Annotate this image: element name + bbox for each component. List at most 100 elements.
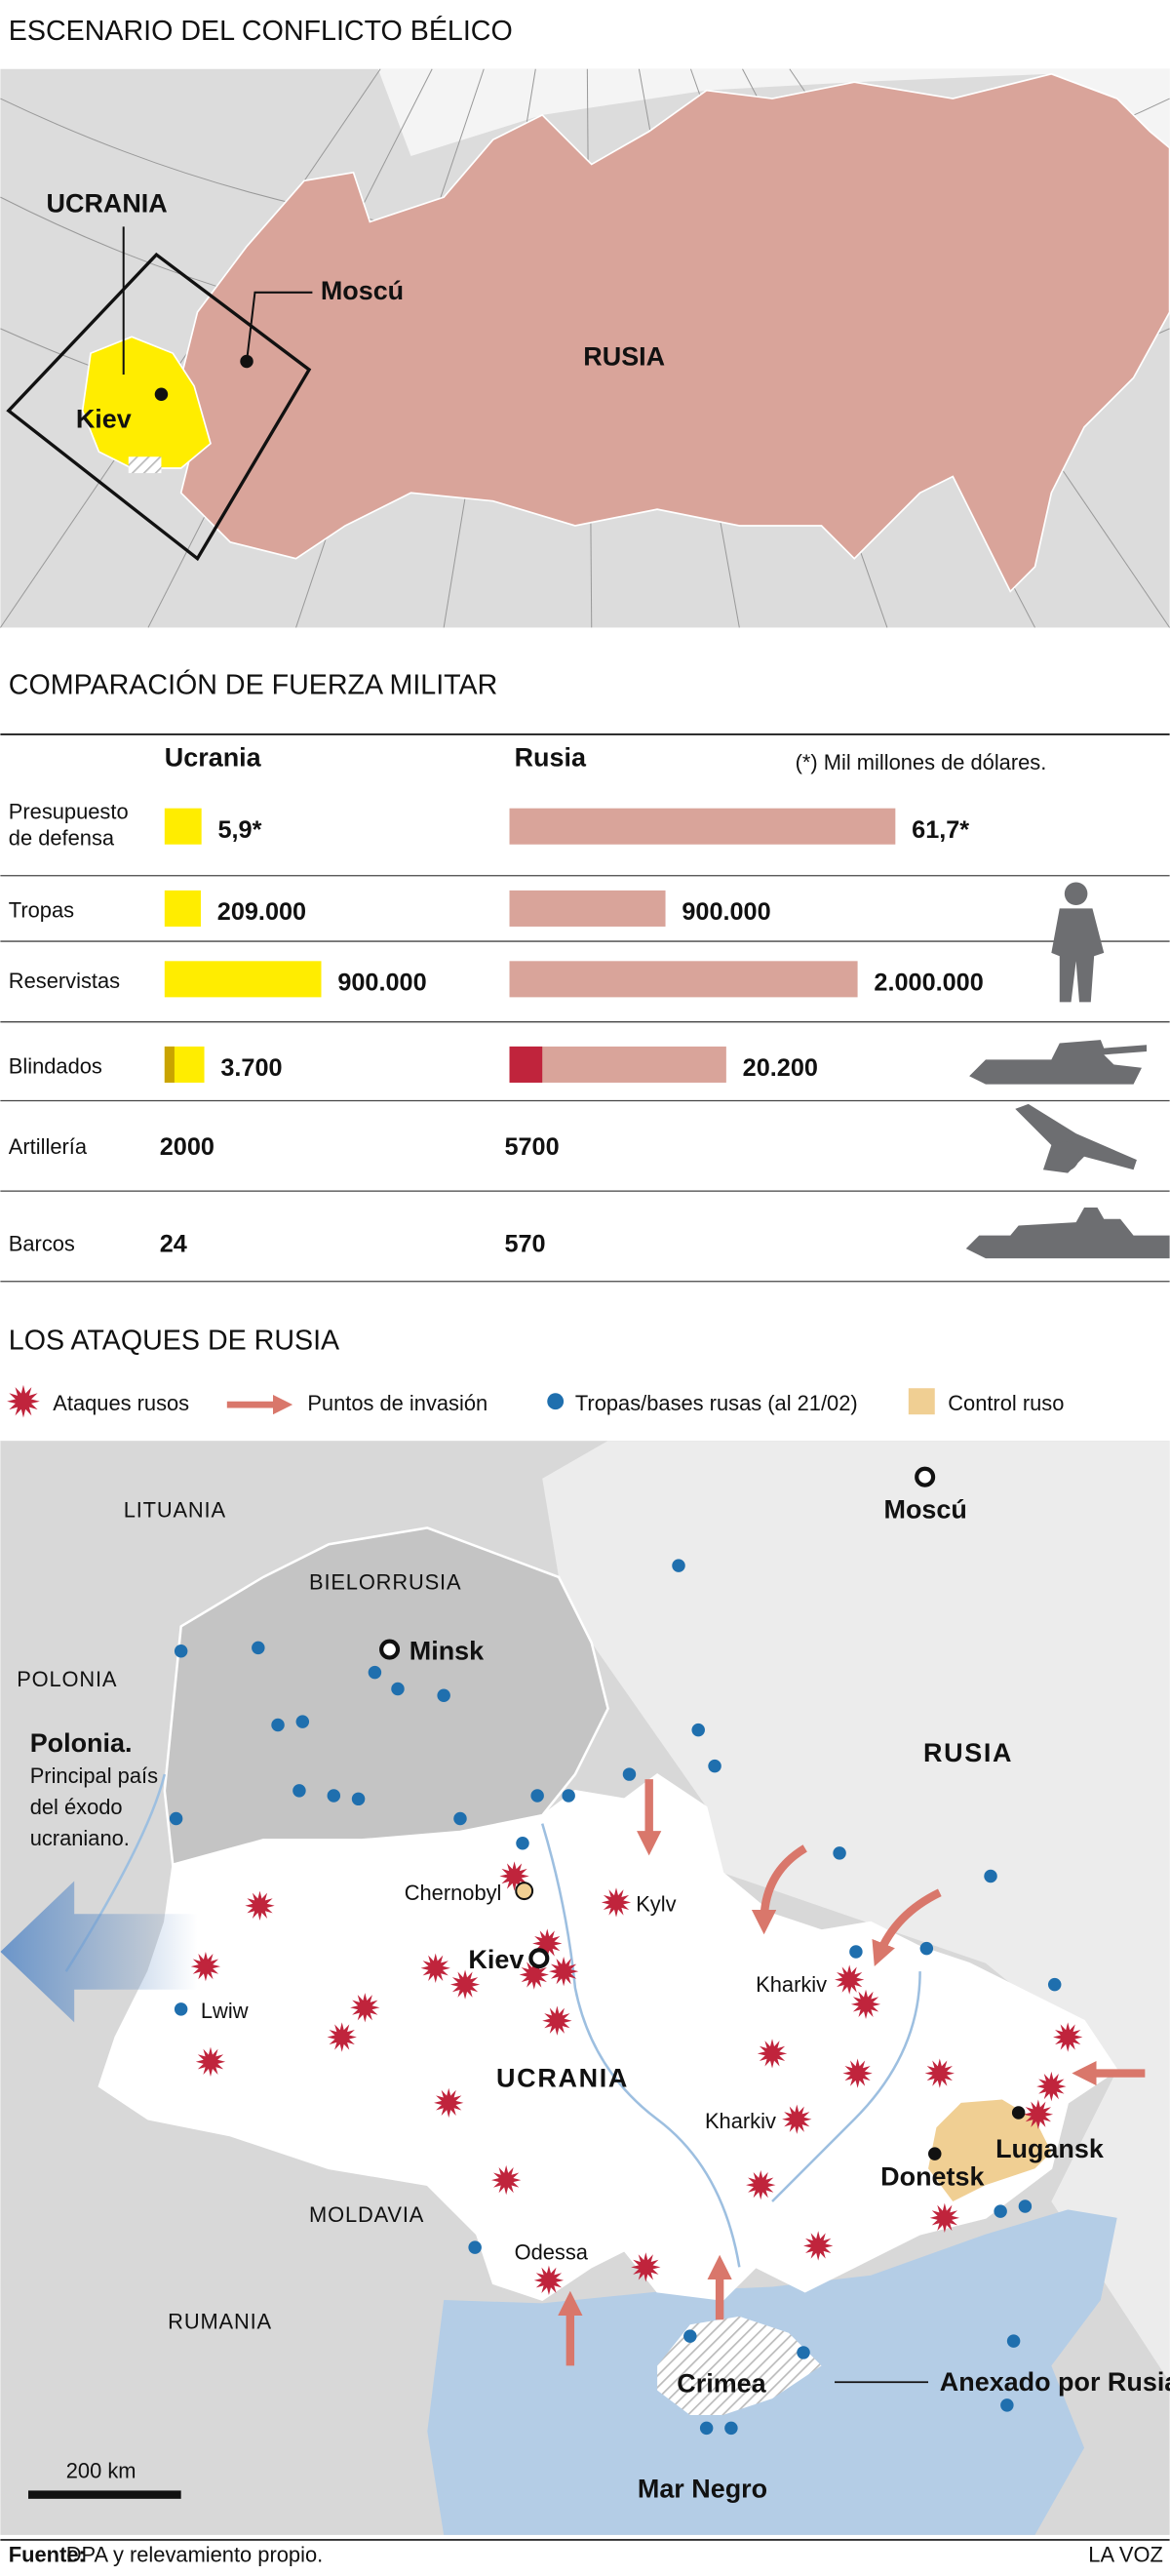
exodus-arrow	[0, 1881, 198, 2023]
zoom-frame	[6, 252, 312, 562]
city-label: Moscú	[884, 1495, 967, 1525]
capital-marker	[528, 1948, 550, 1969]
troop-dot	[271, 1718, 285, 1732]
value-label: 61,7*	[912, 816, 969, 844]
ship-icon	[965, 1207, 1170, 1259]
country-label: BIELORRUSIA	[309, 1569, 461, 1594]
bar	[164, 808, 202, 845]
attack-marker	[532, 1928, 563, 1959]
troop-dot	[327, 1789, 341, 1803]
attack-marker	[803, 2231, 834, 2261]
bar	[509, 961, 858, 998]
city-label: Kharkiv	[756, 1972, 827, 1997]
column-header: Rusia	[515, 742, 587, 772]
troop-dot	[724, 2421, 738, 2436]
attack-marker	[533, 2265, 565, 2295]
legend-label: Tropas/bases rusas (al 21/02)	[575, 1391, 858, 1415]
belarus-area	[163, 1526, 609, 1867]
legend-label: Puntos de invasión	[307, 1391, 488, 1415]
soldier-icon	[1051, 908, 1105, 1003]
legend-swatch	[908, 1388, 935, 1415]
attack-marker	[519, 1960, 549, 1990]
attack-marker	[782, 2104, 812, 2134]
troop-dot	[252, 1641, 265, 1655]
bar	[509, 1046, 726, 1083]
annotation-title: Polonia.	[30, 1728, 133, 1758]
value-label: 24	[160, 1230, 187, 1257]
column-header: Ucrania	[165, 742, 262, 772]
attack-marker	[499, 1861, 529, 1891]
row-label: Barcos	[9, 1231, 75, 1255]
ukraine-shape	[81, 336, 212, 469]
row-label: Presupuesto	[9, 800, 129, 824]
crimea-shape	[128, 456, 162, 474]
attack-marker	[548, 1957, 579, 1987]
bar-accent	[164, 1046, 175, 1083]
troop-dot	[368, 1665, 382, 1680]
attack-marker	[449, 1969, 481, 2000]
scale-label: 200 km	[66, 2459, 136, 2483]
attack-marker	[434, 2087, 464, 2119]
invasion-arrow	[872, 1888, 942, 1967]
source-label: Fuente:	[9, 2543, 86, 2567]
attack-marker	[190, 1951, 221, 1982]
legend-dot	[547, 1393, 565, 1410]
attack-marker	[420, 1953, 450, 1983]
soldier-icon	[1064, 882, 1088, 906]
value-label: 20.200	[743, 1054, 818, 1082]
troop-dot	[174, 1644, 188, 1658]
troop-dot	[530, 1789, 544, 1803]
value-label: 5700	[504, 1133, 559, 1161]
troop-dot	[797, 2346, 810, 2359]
scale-bar	[28, 2490, 181, 2499]
value-label: 209.000	[217, 898, 306, 926]
attack-marker	[850, 1989, 881, 2020]
legend-label: Ataques rusos	[53, 1391, 189, 1415]
city-label: Kiev	[468, 1945, 524, 1974]
city-dot	[154, 387, 169, 401]
troop-dot	[351, 1792, 366, 1806]
bar	[164, 890, 201, 927]
troop-dot	[984, 1869, 997, 1883]
bar	[509, 890, 666, 927]
city-label: Kharkiv	[705, 2109, 776, 2133]
note: (*) Mil millones de dólares.	[796, 750, 1047, 774]
row-label: Tropas	[9, 898, 74, 923]
troop-dot	[1018, 2200, 1033, 2213]
russia-area	[542, 1441, 1170, 2383]
city-label: Odessa	[515, 2240, 589, 2265]
river	[540, 1823, 741, 2268]
value-label: 2.000.000	[874, 970, 983, 997]
attack-marker	[842, 2058, 873, 2088]
troop-dot	[622, 1767, 637, 1781]
attack-marker	[835, 1964, 865, 1995]
attack-marker	[1023, 2099, 1054, 2129]
attack-marker	[631, 2252, 661, 2282]
city-label: Crimea	[677, 2369, 766, 2398]
capital-marker	[379, 1639, 401, 1660]
tank-icon	[969, 1040, 1148, 1085]
troop-dot	[292, 1784, 306, 1798]
value-label: 570	[504, 1230, 545, 1257]
credit: LA VOZ	[1088, 2543, 1163, 2567]
city-label: Chernobyl	[405, 1881, 502, 1905]
value-label: 900.000	[682, 898, 770, 926]
river	[771, 1971, 921, 2202]
city-label: Lwiw	[201, 1999, 249, 2023]
row-label: de defensa	[9, 825, 115, 850]
attack-marker	[601, 1887, 632, 1918]
attack-marker	[327, 2022, 357, 2052]
attack-marker	[350, 1993, 380, 2023]
troop-dot	[295, 1715, 310, 1728]
country-label: MOLDAVIA	[309, 2202, 424, 2227]
attack-marker	[195, 2046, 226, 2077]
section-title: LOS ATAQUES DE RUSIA	[9, 1326, 340, 1357]
row-label: Artillería	[9, 1134, 88, 1159]
city-marker	[515, 1882, 534, 1901]
attack-marker	[757, 2039, 788, 2069]
city-label: Minsk	[410, 1637, 484, 1666]
city-label: Donetsk	[880, 2162, 984, 2192]
controlled-area	[928, 2099, 1052, 2201]
